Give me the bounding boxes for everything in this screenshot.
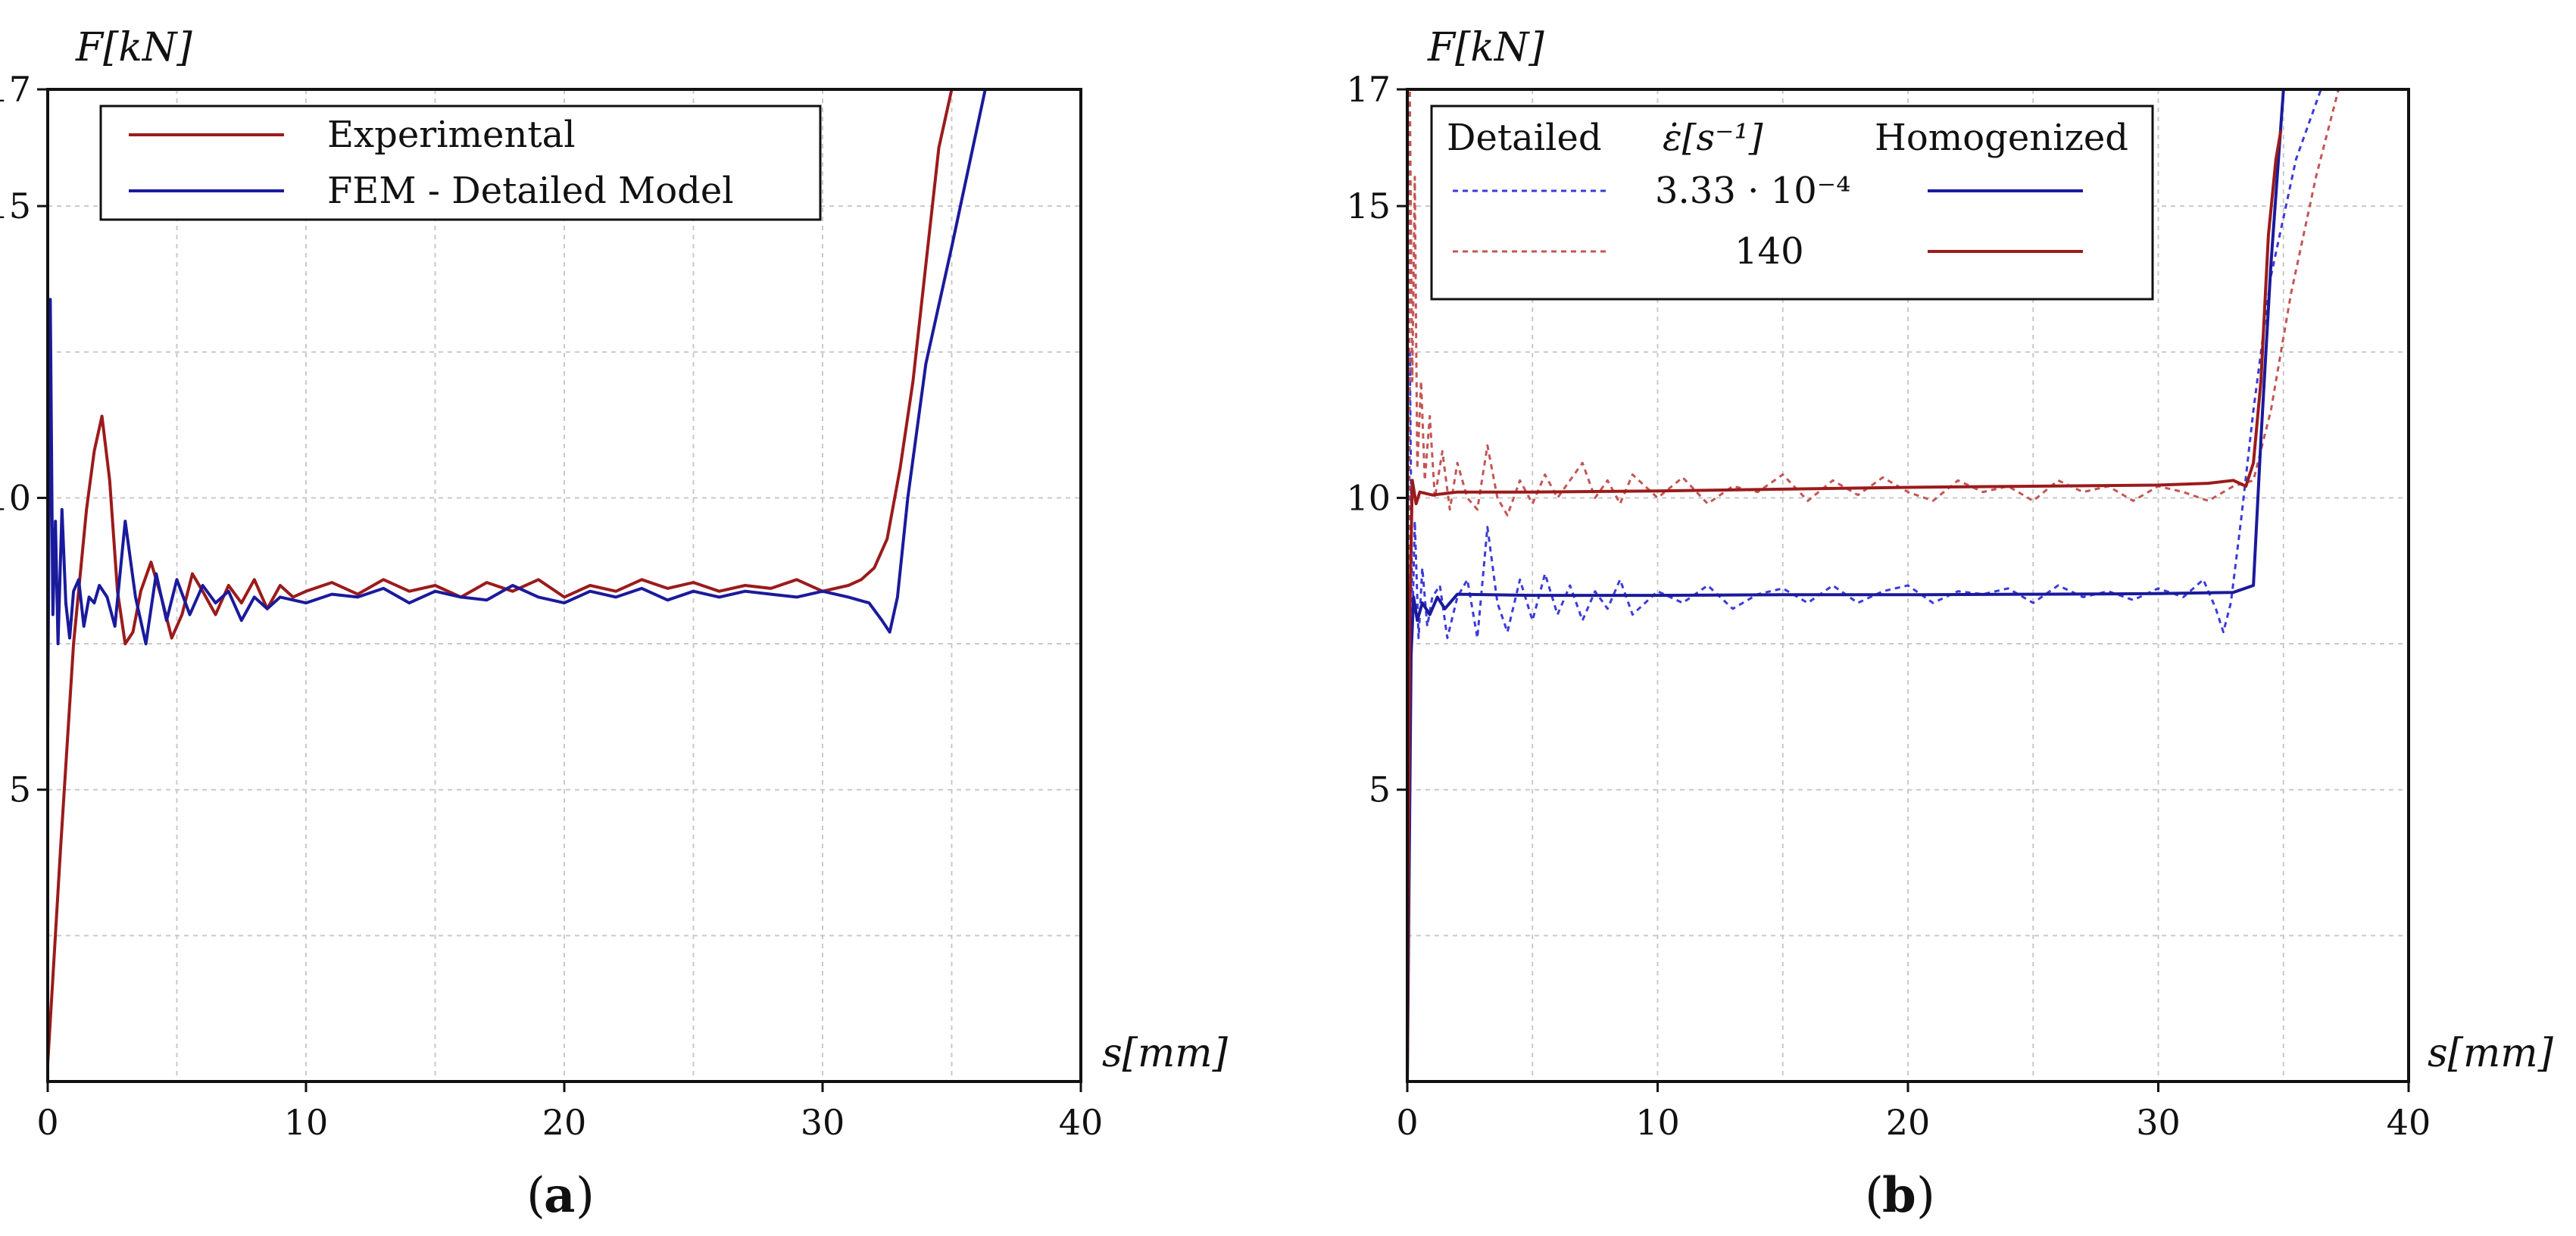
panel-a-ylabel: F[kN]	[75, 25, 192, 70]
svg-text:(: (	[1865, 1168, 1884, 1224]
x-tick-label: 30	[801, 1102, 845, 1143]
series-line-experimental	[46, 88, 960, 1065]
caption-b-letter: b	[1882, 1167, 1916, 1224]
y-tick-label: 10	[0, 477, 31, 518]
panel-a-grid	[48, 89, 1081, 1082]
y-tick-label: 15	[1346, 186, 1391, 226]
panel-a-legend: Experimental FEM - Detailed Model	[99, 105, 822, 221]
panel-b-legend: Detailed ε̇[s⁻¹] Homogenized 3.33 · 10⁻⁴…	[1430, 105, 2154, 301]
y-tick-label: 15	[0, 186, 31, 226]
y-tick-label: 17	[1346, 69, 1391, 110]
panel-b-ylabel: F[kN]	[1427, 25, 1544, 70]
x-tick-label: 40	[2387, 1102, 2431, 1143]
panel-b-legend-header-homogenized: Homogenized	[1875, 117, 2128, 159]
x-tick-label: 0	[36, 1102, 58, 1143]
panel-a-legend-fem: FEM - Detailed Model	[327, 170, 734, 212]
panel-b-xlabel: s[mm]	[2428, 1031, 2554, 1076]
x-tick-label: 10	[284, 1102, 329, 1143]
svg-text:(: (	[526, 1168, 545, 1224]
caption-b: ( b )	[1865, 1167, 1935, 1224]
panel-b-ticks: 0 10 20 30 40 5 10 15 17	[1346, 69, 2431, 1143]
y-tick-label: 5	[9, 769, 31, 810]
panel-b-legend-header-detailed: Detailed	[1447, 117, 1602, 159]
panel-b-legend-rate-low: 3.33 · 10⁻⁴	[1655, 170, 1850, 212]
series-line-fem-detailed-model	[46, 89, 987, 732]
x-tick-label: 40	[1059, 1102, 1104, 1143]
series-line-homogenized-3-33-10-4	[1406, 89, 2285, 1082]
x-tick-label: 20	[1886, 1102, 1931, 1143]
x-tick-label: 0	[1396, 1102, 1418, 1143]
series-line-homogenized-140	[1406, 130, 2283, 1082]
panel-b-chart: 0 10 20 30 40 5 10 15 17 F[kN] s[mm] Detailed ε̇…	[1346, 25, 2553, 1143]
panel-a-xlabel: s[mm]	[1102, 1031, 1229, 1076]
panel-a-series	[46, 88, 987, 1065]
caption-a: ( a )	[526, 1167, 595, 1224]
panel-b-legend-box	[1430, 105, 2154, 301]
caption-a-letter: a	[544, 1167, 575, 1224]
y-tick-label: 17	[0, 69, 31, 110]
panel-a-ticks: 0 10 20 30 40 5 10 15 17	[0, 69, 1103, 1143]
x-tick-label: 20	[542, 1102, 587, 1143]
panel-b-legend-header-rate: ε̇[s⁻¹]	[1663, 117, 1763, 159]
series-line-detailed-140	[1406, 88, 2340, 1082]
x-tick-label: 30	[2136, 1102, 2181, 1143]
panel-b-legend-rate-high: 140	[1735, 230, 1804, 273]
panel-b-series	[1406, 88, 2340, 1082]
panel-a-legend-box	[99, 105, 822, 221]
y-tick-label: 5	[1369, 769, 1391, 810]
y-tick-label: 10	[1346, 477, 1391, 518]
panel-a-legend-experimental: Experimental	[327, 114, 576, 156]
svg-text:): )	[576, 1168, 595, 1224]
panel-a-chart: 0 10 20 30 40 5 10 15 17 F[kN] s[mm] Experimenta…	[0, 25, 1229, 1143]
x-tick-label: 10	[1635, 1102, 1680, 1143]
svg-text:): )	[1916, 1168, 1935, 1224]
